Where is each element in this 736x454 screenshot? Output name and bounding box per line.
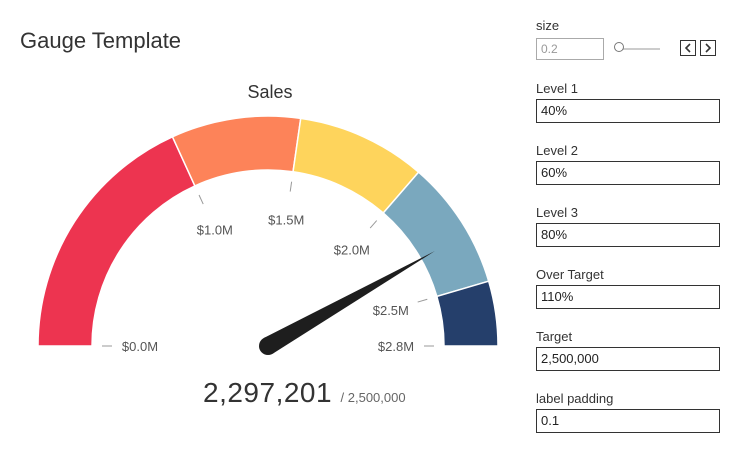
chevron-right-icon [705,43,712,53]
param-label: Level 1 [536,81,578,96]
param-size-label: size [536,18,560,33]
gauge-tick-mark [417,298,428,303]
gauge-band-5 [435,280,499,347]
param-label: label padding [536,391,614,406]
size-input[interactable]: 0.2 [536,38,604,60]
param-level-3: Level 3 80% [536,205,720,247]
value-readout: 2,297,201 / 2,500,000 [203,377,406,409]
gauge-tick-label: $0.0M [122,339,158,354]
level-2-input[interactable]: 60% [536,161,720,185]
gauge-tick-label: $1.0M [197,223,233,238]
param-label-padding: label padding 0.1 [536,391,720,433]
gauge-tick-mark [369,220,378,229]
target-value: / 2,500,000 [340,390,406,405]
gauge-needle [263,251,435,354]
chart-title: Sales [247,82,293,102]
current-value: 2,297,201 [203,377,333,408]
gauge-chart: Sales $0.0M $1.0M $1.5M $2.0M $2.5M $2.8M 2,2… [37,82,499,409]
param-label: Target [536,329,573,344]
gauge-tick-label: $1.5M [268,212,304,227]
size-control: 0.2 [536,38,726,60]
gauge-svg: $0.0M $1.0M $1.5M $2.0M $2.5M $2.8M [37,115,499,355]
label-padding-input[interactable]: 0.1 [536,409,720,433]
param-size: size [536,18,720,36]
size-slider-track[interactable] [618,48,660,50]
param-level-2: Level 2 60% [536,143,720,185]
chevron-left-icon [684,43,691,53]
param-over-target: Over Target 110% [536,267,720,309]
level-3-input[interactable]: 80% [536,223,720,247]
gauge-band-1 [37,135,196,347]
param-target: Target 2,500,000 [536,329,720,371]
gauge-tick-label: $2.5M [373,303,409,318]
param-label: Level 2 [536,143,578,158]
gauge-band-2 [171,115,302,187]
target-input[interactable]: 2,500,000 [536,347,720,371]
over-target-input[interactable]: 110% [536,285,720,309]
page-title: Gauge Template [20,28,182,53]
gauge-tick-mark [198,194,204,205]
param-label: Level 3 [536,205,578,220]
gauge-needle-hub [259,337,277,355]
gauge-tick-label: $2.0M [334,242,370,257]
param-label: Over Target [536,267,604,282]
size-increment-button[interactable] [700,40,716,56]
size-decrement-button[interactable] [680,40,696,56]
size-slider-thumb[interactable] [614,42,624,52]
level-1-input[interactable]: 40% [536,99,720,123]
gauge-tick-label: $2.8M [378,339,414,354]
param-level-1: Level 1 40% [536,81,720,123]
gauge-tick-mark [289,181,293,192]
